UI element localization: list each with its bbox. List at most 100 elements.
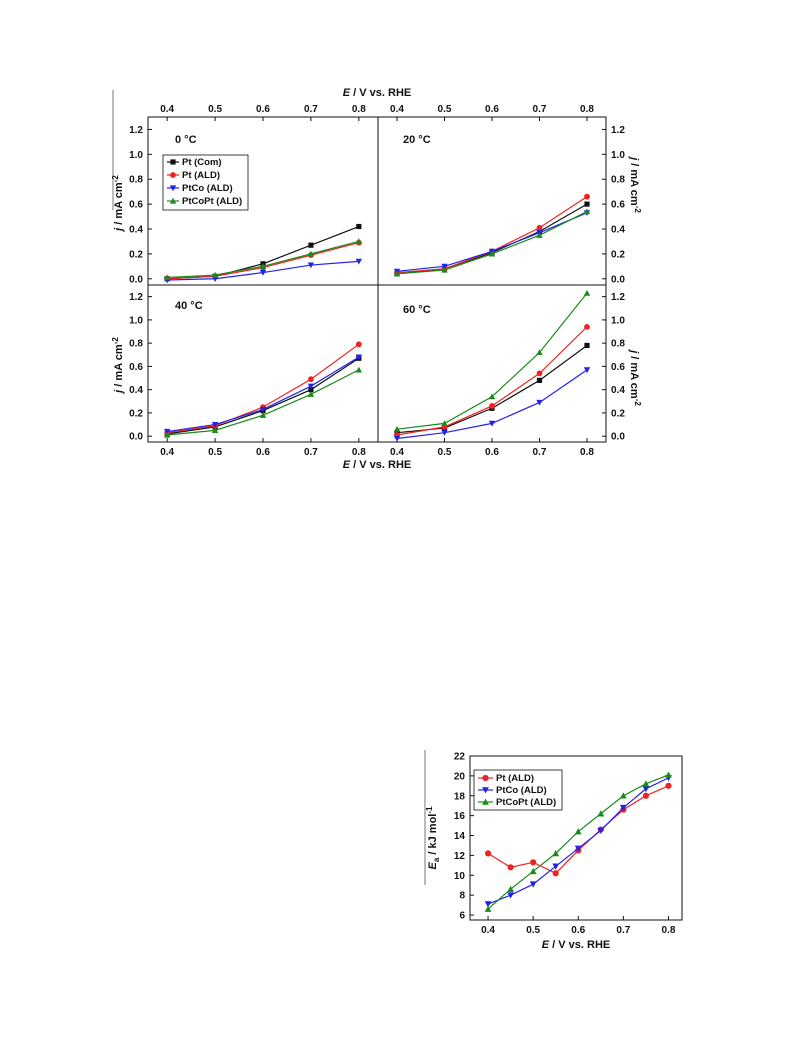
figure-2-x-axis-label: E / V vs. RHE	[542, 939, 610, 951]
top-x-axis-label: E / V vs. RHE	[343, 87, 411, 99]
figure-2-point-pt-ald-0	[484, 850, 492, 857]
point-ptco-ald-40c-4	[355, 354, 363, 361]
y-axis-label-upper-left: j / mA cm-2	[111, 175, 125, 233]
point-pt-com-40c-3	[308, 387, 314, 393]
y-tick-label-0c-4: 0.8	[129, 175, 143, 186]
series-line-ptco-ald-20c	[396, 212, 588, 272]
series-line-pt-ald-20c	[396, 196, 588, 274]
point-ptcopt-ald-40c-4	[355, 366, 363, 373]
point-pt-com-20c-4	[584, 201, 590, 207]
point-ptcopt-ald-60c-4	[583, 289, 591, 296]
y-tick-label-20c-3: 0.6	[611, 200, 625, 211]
point-ptcopt-ald-60c-2	[488, 393, 496, 400]
point-ptco-ald-0c-2	[259, 269, 267, 276]
figure-2-frame	[469, 755, 683, 921]
figure-2-legend-marker-pt-ald	[482, 774, 489, 782]
figure-2-y-tick-label-3: 12	[454, 851, 466, 862]
point-pt-ald-20c-4	[584, 193, 590, 200]
y-tick-label-20c-0: 0.0	[611, 274, 625, 285]
y-axis-label-upper-right: j / mA cm-2	[628, 155, 642, 213]
point-ptcopt-ald-20c-4	[583, 208, 591, 215]
y-tick-label-40c-6: 1.2	[129, 292, 143, 303]
y-tick-label-40c-3: 0.6	[129, 362, 143, 373]
figure-2-point-pt-ald-8	[665, 782, 672, 789]
y-tick-label-60c-1: 0.2	[611, 408, 625, 419]
figure-2-x-tick-label-2: 0.6	[571, 925, 585, 936]
top-x-tick-label-0c-4: 0.8	[352, 104, 366, 115]
point-ptcopt-ald-20c-2	[488, 250, 496, 257]
point-ptco-ald-0c-4	[355, 258, 363, 265]
bottom-x-tick-label-40c-1: 0.5	[208, 447, 222, 458]
point-ptcopt-ald-20c-1	[441, 266, 448, 273]
point-ptcopt-ald-40c-3	[307, 391, 315, 397]
figure-2-point-ptcopt-ald-2	[529, 867, 537, 875]
point-ptcopt-ald-40c-2	[259, 412, 267, 418]
point-ptco-ald-40c-3	[307, 383, 315, 390]
point-ptco-ald-60c-1	[441, 430, 448, 436]
point-ptco-ald-40c-2	[259, 406, 267, 413]
y-tick-label-40c-0: 0.0	[129, 432, 143, 443]
top-x-tick-label-0c-2: 0.6	[256, 104, 270, 115]
y-tick-label-60c-6: 1.2	[611, 292, 625, 303]
point-pt-ald-40c-3	[308, 376, 314, 383]
point-ptco-ald-60c-0	[393, 435, 401, 442]
point-pt-com-0c-3	[308, 242, 314, 248]
point-ptcopt-ald-20c-3	[536, 232, 543, 238]
figure-2-point-pt-ald-7	[642, 792, 650, 799]
point-pt-ald-60c-2	[489, 403, 495, 409]
point-ptcopt-ald-0c-2	[259, 263, 267, 269]
point-ptco-ald-20c-1	[441, 263, 448, 270]
y-tick-label-0c-3: 0.6	[129, 200, 143, 211]
figure-2-point-ptco-ald-3	[552, 863, 560, 870]
legend-marker-pt-com	[170, 159, 176, 165]
y-tick-label-20c-2: 0.4	[611, 225, 625, 236]
y-tick-label-40c-4: 0.8	[129, 339, 143, 350]
point-ptcopt-ald-60c-0	[393, 426, 401, 432]
bottom-x-axis-label-left: E / V vs. RHE	[343, 459, 411, 471]
figure-2-point-ptco-ald-4	[574, 845, 582, 852]
figure-2-y-tick-label-5: 16	[454, 811, 466, 822]
figure-2-point-ptcopt-ald-4	[574, 828, 582, 835]
y-tick-label-20c-6: 1.2	[611, 125, 625, 136]
figure-2-legend-label-ptcopt-ald: PtCoPt (ALD)	[496, 797, 556, 808]
y-tick-label-20c-1: 0.2	[611, 249, 625, 260]
y-tick-label-40c-1: 0.2	[129, 408, 143, 419]
legend-label-pt-ald: Pt (ALD)	[182, 170, 220, 181]
point-ptcopt-ald-60c-1	[441, 420, 448, 426]
y-tick-label-0c-1: 0.2	[129, 249, 143, 260]
y-tick-label-40c-5: 1.0	[129, 315, 143, 326]
figure-2-y-tick-label-8: 22	[454, 752, 466, 763]
y-tick-label-20c-5: 1.0	[611, 150, 625, 161]
point-ptcopt-ald-0c-4	[355, 238, 363, 245]
figure-2-ticks: 0.4 0.5 0.6 0.7 0.8 6 8 10 12 14 16 18 20 22	[454, 752, 676, 937]
figure-2-point-pt-ald-2	[530, 859, 537, 866]
point-pt-com-60c-3	[536, 377, 543, 383]
legend-marker-ptcopt-ald	[169, 197, 177, 204]
top-x-tick-label-20c-0: 0.4	[390, 104, 404, 115]
y-axis-label-lower-right: j / mA cm-2	[628, 348, 642, 406]
figure-2-y-tick-label-7: 20	[454, 771, 466, 782]
top-x-tick-label-20c-2: 0.6	[485, 104, 499, 115]
point-pt-ald-60c-3	[536, 370, 543, 377]
top-x-tick-label-0c-1: 0.5	[208, 104, 222, 115]
figure-2-legend-label-pt-ald: Pt (ALD)	[496, 773, 534, 784]
figure-2-point-ptco-ald-7	[642, 786, 650, 793]
bottom-x-tick-label-60c-1: 0.5	[438, 447, 452, 458]
series-line-pt-ald-40c	[167, 343, 360, 434]
bottom-x-tick-label-40c-0: 0.4	[160, 447, 174, 458]
y-tick-label-20c-4: 0.8	[611, 175, 625, 186]
bottom-x-tick-label-40c-3: 0.7	[304, 447, 318, 458]
figure-2-activation-energy: 0.4 0.5 0.6 0.7 0.8 6 8 10 12 14 16 18 20 22 E / V vs…	[424, 750, 683, 951]
figure-2-legend-label-ptco-ald: PtCo (ALD)	[496, 785, 547, 796]
figure-2-point-pt-ald-1	[507, 864, 514, 871]
figure-2-point-ptco-ald-1	[507, 892, 514, 899]
figure-2-legend-marker-ptcopt-ald	[482, 798, 489, 805]
point-ptcopt-ald-0c-3	[307, 250, 315, 257]
figure-2-point-ptco-ald-6	[619, 804, 627, 812]
legend-label-ptcopt-ald: PtCoPt (ALD)	[182, 196, 242, 207]
point-pt-com-60c-4	[584, 342, 590, 349]
bottom-x-tick-label-60c-0: 0.4	[390, 447, 404, 458]
figure-2-point-ptco-ald-5	[597, 827, 605, 834]
figure-2-point-ptcopt-ald-3	[552, 850, 560, 857]
figure-1-ticks: 0.4 0.5 0.6 0.7 0.8 0.0 0.2 0.4 0.6 0.8 1.0 1.2 0.4 0…	[129, 104, 625, 458]
